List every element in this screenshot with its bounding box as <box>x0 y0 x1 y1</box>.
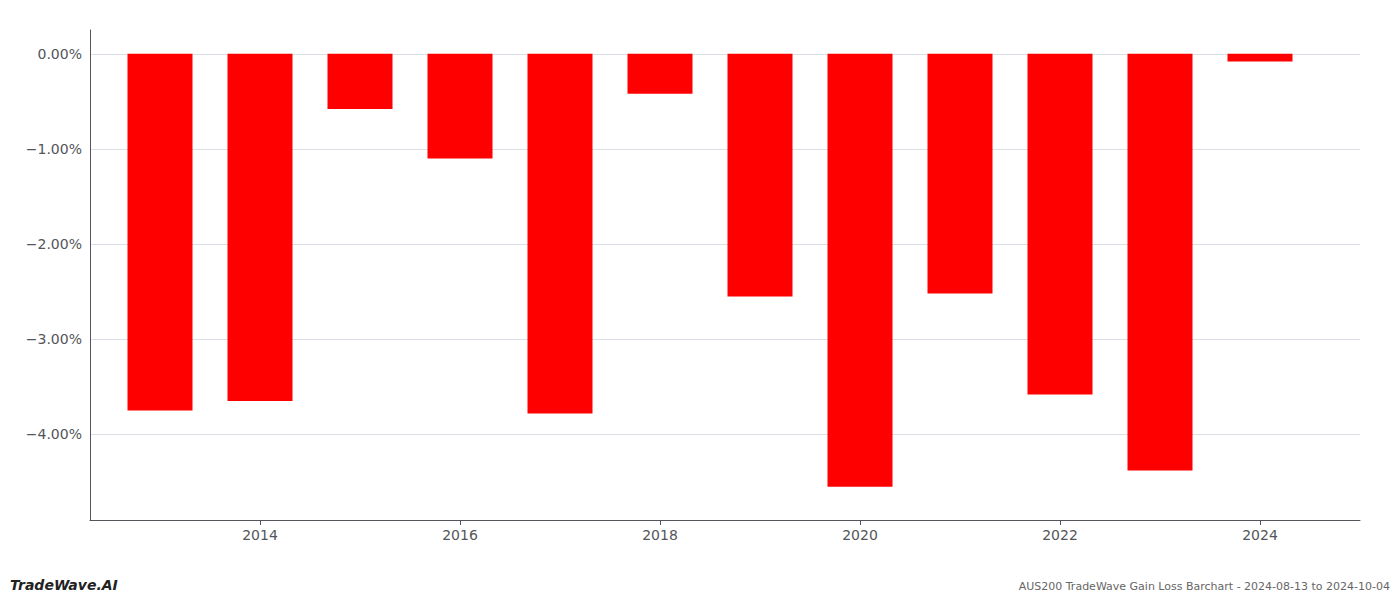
svg-text:−3.00%: −3.00% <box>26 331 82 347</box>
svg-text:0.00%: 0.00% <box>38 46 82 62</box>
svg-text:−4.00%: −4.00% <box>26 426 82 442</box>
svg-text:AUS200 TradeWave Gain Loss Bar: AUS200 TradeWave Gain Loss Barchart - 20… <box>1019 580 1390 593</box>
svg-text:−2.00%: −2.00% <box>26 236 82 252</box>
svg-text:2022: 2022 <box>1042 527 1078 543</box>
svg-text:2024: 2024 <box>1242 527 1278 543</box>
svg-text:−1.00%: −1.00% <box>26 141 82 157</box>
svg-text:2018: 2018 <box>642 527 678 543</box>
svg-text:TradeWave.AI: TradeWave.AI <box>10 577 118 593</box>
svg-text:2020: 2020 <box>842 527 878 543</box>
svg-text:2016: 2016 <box>442 527 478 543</box>
svg-text:2014: 2014 <box>242 527 278 543</box>
